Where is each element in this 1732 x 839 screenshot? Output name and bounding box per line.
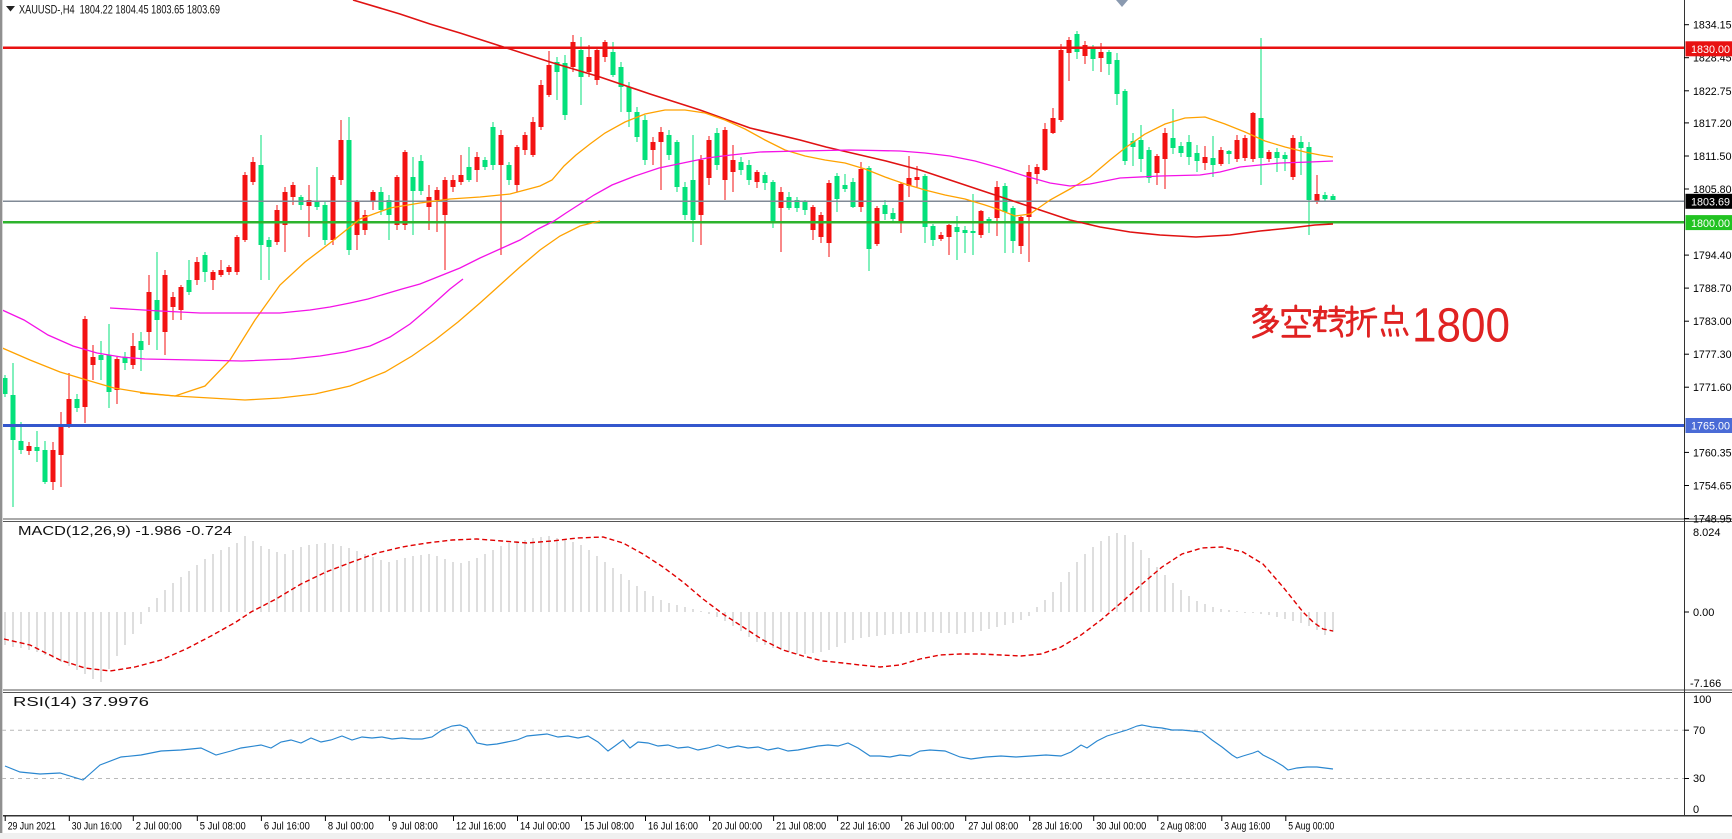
svg-text:15 Jul 08:00: 15 Jul 08:00 [584,821,634,833]
svg-text:1788.70: 1788.70 [1693,283,1732,295]
svg-text:1783.00: 1783.00 [1693,316,1732,328]
svg-text:1771.60: 1771.60 [1693,382,1732,394]
svg-text:1803.69: 1803.69 [1691,197,1730,209]
svg-text:8.024: 8.024 [1693,527,1721,539]
svg-text:-7.166: -7.166 [1690,678,1721,690]
svg-text:29 Jun 2021: 29 Jun 2021 [8,821,56,833]
svg-text:30 Jul 00:00: 30 Jul 00:00 [1096,821,1146,833]
svg-text:1830.00: 1830.00 [1691,44,1730,56]
svg-text:XAUUSD-,H4 1804.22 1804.45 18: XAUUSD-,H4 1804.22 1804.45 1803.65 1803.… [19,3,220,17]
svg-text:0: 0 [1693,804,1699,816]
svg-text:0.00: 0.00 [1693,607,1714,619]
svg-text:9 Jul 08:00: 9 Jul 08:00 [392,821,438,833]
svg-text:26 Jul 00:00: 26 Jul 00:00 [904,821,954,833]
svg-text:1817.20: 1817.20 [1693,118,1732,130]
svg-text:1834.15: 1834.15 [1693,20,1732,32]
svg-text:16 Jul 16:00: 16 Jul 16:00 [648,821,698,833]
svg-text:1828.45: 1828.45 [1693,53,1732,65]
svg-text:12 Jul 16:00: 12 Jul 16:00 [456,821,506,833]
svg-text:30 Jun 16:00: 30 Jun 16:00 [72,821,122,833]
svg-text:100: 100 [1693,694,1711,706]
svg-text:8 Jul 00:00: 8 Jul 00:00 [328,821,374,833]
svg-text:1822.75: 1822.75 [1693,86,1732,98]
svg-text:MACD(12,26,9) -1.986 -0.724: MACD(12,26,9) -1.986 -0.724 [18,524,232,538]
svg-text:1765.00: 1765.00 [1691,421,1730,433]
svg-text:5 Jul 08:00: 5 Jul 08:00 [200,821,246,833]
svg-text:1811.50: 1811.50 [1693,151,1732,163]
svg-text:22 Jul 16:00: 22 Jul 16:00 [840,821,890,833]
svg-text:1760.35: 1760.35 [1693,447,1732,459]
svg-text:14 Jul 00:00: 14 Jul 00:00 [520,821,570,833]
svg-text:1794.40: 1794.40 [1693,250,1732,262]
svg-text:1800: 1800 [1412,300,1510,353]
svg-text:28 Jul 16:00: 28 Jul 16:00 [1032,821,1082,833]
svg-text:1805.80: 1805.80 [1693,184,1732,196]
svg-text:3 Aug 16:00: 3 Aug 16:00 [1224,821,1270,833]
svg-text:1754.65: 1754.65 [1693,481,1732,493]
svg-text:2 Aug 08:00: 2 Aug 08:00 [1160,821,1206,833]
svg-text:27 Jul 08:00: 27 Jul 08:00 [968,821,1018,833]
svg-text:RSI(14) 37.9976: RSI(14) 37.9976 [13,695,149,709]
svg-text:70: 70 [1693,725,1705,737]
svg-text:21 Jul 08:00: 21 Jul 08:00 [776,821,826,833]
svg-text:20 Jul 00:00: 20 Jul 00:00 [712,821,762,833]
svg-text:6 Jul 16:00: 6 Jul 16:00 [264,821,310,833]
svg-text:1800.00: 1800.00 [1691,218,1730,230]
svg-text:2 Jul 00:00: 2 Jul 00:00 [136,821,182,833]
svg-text:5 Aug 00:00: 5 Aug 00:00 [1288,821,1334,833]
svg-text:30: 30 [1693,773,1705,785]
svg-text:1777.30: 1777.30 [1693,349,1732,361]
svg-text:1748.95: 1748.95 [1693,514,1732,526]
